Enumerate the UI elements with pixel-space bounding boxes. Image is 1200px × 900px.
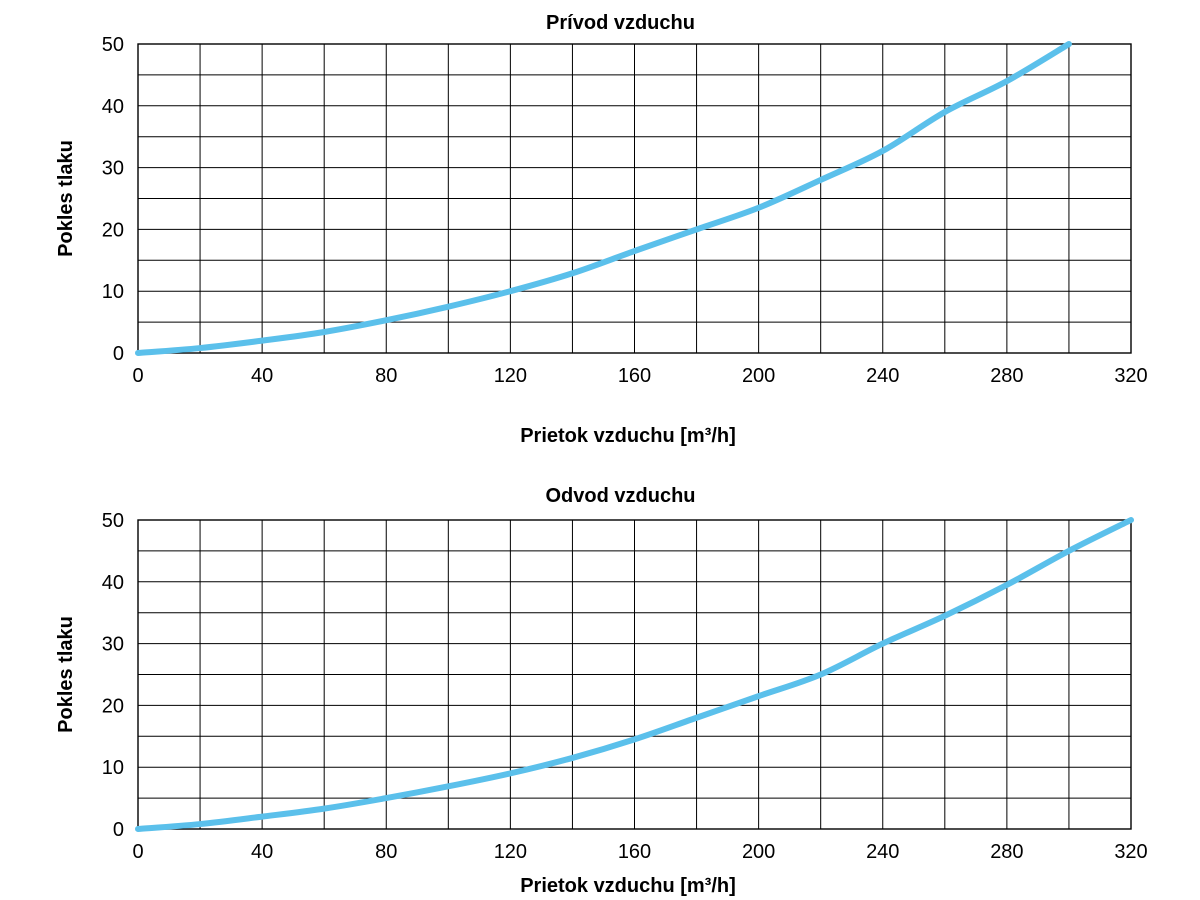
y-tick-label: 20 bbox=[102, 219, 124, 241]
x-tick-label: 320 bbox=[1114, 841, 1147, 863]
y-tick-label: 0 bbox=[113, 343, 124, 365]
plot-frame bbox=[137, 519, 1132, 830]
chart-title: Odvod vzduchu bbox=[546, 485, 696, 507]
x-tick-label: 280 bbox=[990, 841, 1023, 863]
series-line bbox=[135, 41, 1072, 356]
x-tick-label: 40 bbox=[251, 365, 273, 387]
y-tick-label: 10 bbox=[102, 757, 124, 779]
x-tick-label: 240 bbox=[866, 841, 899, 863]
y-tick-label: 30 bbox=[102, 634, 124, 656]
x-tick-label: 80 bbox=[375, 365, 397, 387]
y-tick-label: 50 bbox=[102, 34, 124, 56]
chart-privod-svg: Prívod vzduchu 0 10 20 30 40 50 0 40 80 120 160 200 2… bbox=[55, 12, 1148, 447]
chart-odvod-svg: Odvod vzduchu 0 10 20 30 40 50 0 40 80 120 160 200 24… bbox=[55, 485, 1148, 897]
y-tick-label: 0 bbox=[113, 819, 124, 841]
chart-privod: Prívod vzduchu 0 10 20 30 40 50 0 40 80 120 160 200 2… bbox=[55, 12, 1148, 447]
x-tick-label: 200 bbox=[742, 365, 775, 387]
x-tick-label: 320 bbox=[1114, 365, 1147, 387]
chart-title: Prívod vzduchu bbox=[546, 12, 695, 34]
x-tick-label: 0 bbox=[132, 365, 143, 387]
y-tick-label: 10 bbox=[102, 281, 124, 303]
x-tick-label: 40 bbox=[251, 841, 273, 863]
y-axis-title: Pokles tlaku bbox=[55, 616, 77, 733]
y-tick-label: 40 bbox=[102, 572, 124, 594]
x-tick-label: 240 bbox=[866, 365, 899, 387]
series-line bbox=[135, 517, 1134, 832]
y-tick-label: 30 bbox=[102, 158, 124, 180]
chart-odvod: Odvod vzduchu 0 10 20 30 40 50 0 40 80 120 160 200 24… bbox=[0, 476, 1200, 900]
x-tick-label: 160 bbox=[618, 365, 651, 387]
x-tick-label: 160 bbox=[618, 841, 651, 863]
plot-frame bbox=[137, 43, 1132, 354]
x-tick-label: 280 bbox=[990, 365, 1023, 387]
x-axis-title: Prietok vzduchu [m³/h] bbox=[520, 875, 736, 897]
x-tick-label: 80 bbox=[375, 841, 397, 863]
x-tick-label: 200 bbox=[742, 841, 775, 863]
y-tick-label: 20 bbox=[102, 695, 124, 717]
x-tick-label: 0 bbox=[132, 841, 143, 863]
y-tick-label: 50 bbox=[102, 510, 124, 532]
grid bbox=[137, 519, 1132, 830]
y-tick-label: 40 bbox=[102, 96, 124, 118]
y-axis-title: Pokles tlaku bbox=[55, 140, 77, 257]
x-axis-title: Prietok vzduchu [m³/h] bbox=[520, 425, 736, 447]
x-tick-label: 120 bbox=[494, 841, 527, 863]
x-tick-label: 120 bbox=[494, 365, 527, 387]
